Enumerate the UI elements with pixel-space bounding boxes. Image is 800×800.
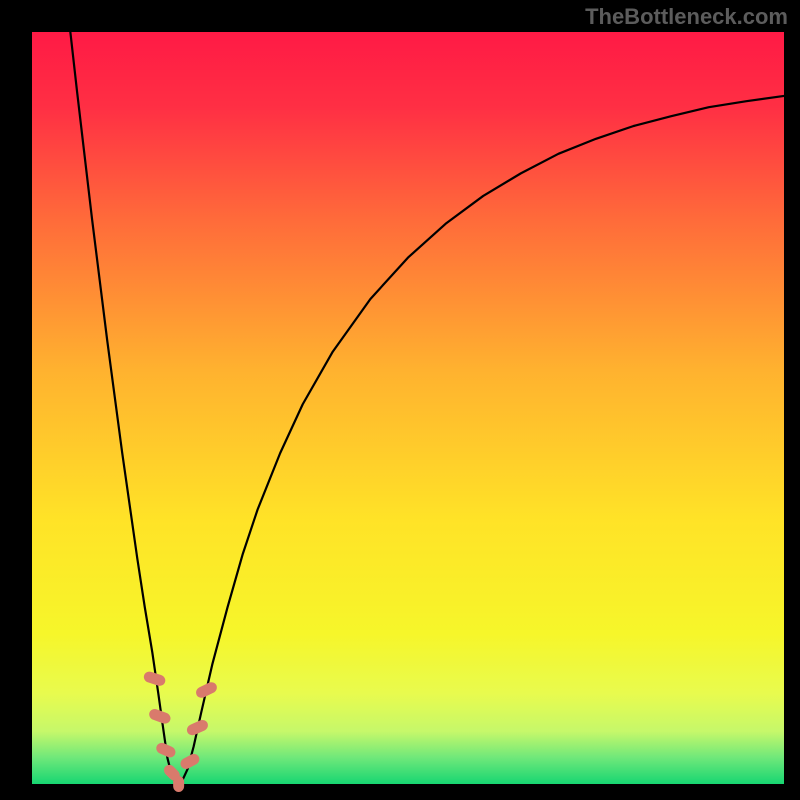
data-marker <box>173 776 184 792</box>
watermark-text: TheBottleneck.com <box>585 4 788 30</box>
chart-svg-overlay <box>32 32 784 784</box>
marker-group <box>142 670 218 792</box>
plot-area <box>32 32 784 784</box>
chart-container: TheBottleneck.com <box>0 0 800 800</box>
data-marker <box>179 752 202 771</box>
bottleneck-curve <box>70 32 784 784</box>
data-marker <box>194 680 219 700</box>
